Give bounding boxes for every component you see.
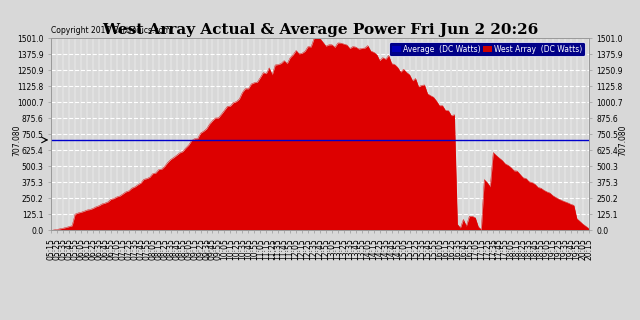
- Legend: Average  (DC Watts), West Array  (DC Watts): Average (DC Watts), West Array (DC Watts…: [389, 42, 585, 56]
- Text: 707.080: 707.080: [13, 124, 22, 156]
- Text: 707.080: 707.080: [618, 124, 627, 156]
- Text: Copyright 2017 Cartronics.com: Copyright 2017 Cartronics.com: [51, 26, 171, 35]
- Title: West Array Actual & Average Power Fri Jun 2 20:26: West Array Actual & Average Power Fri Ju…: [102, 23, 538, 37]
